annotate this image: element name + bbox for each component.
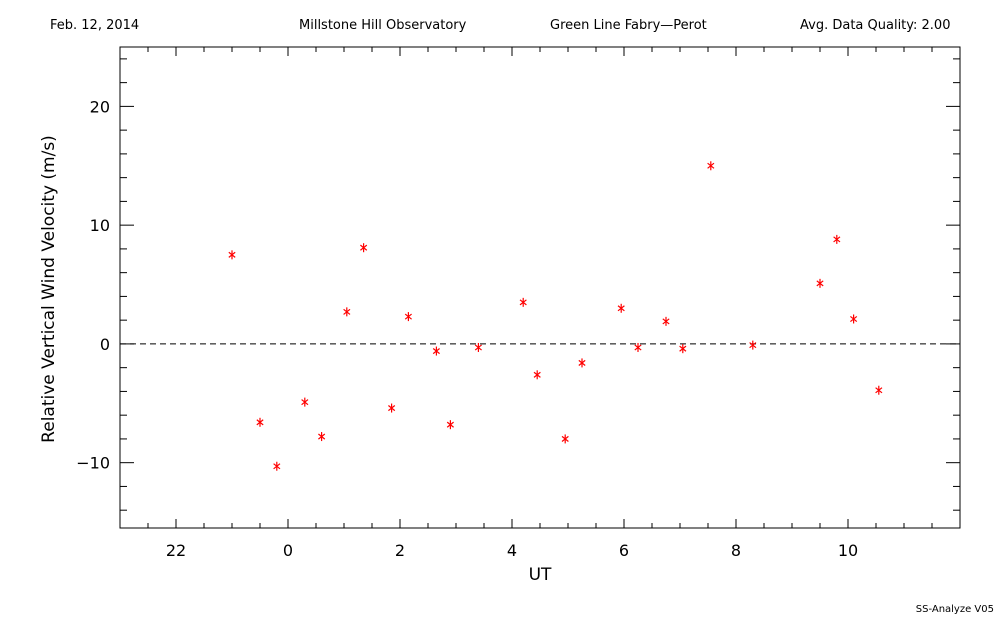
- asterisk-stroke: [816, 280, 824, 287]
- asterisk-stroke: [662, 318, 670, 325]
- data-point: [432, 346, 440, 356]
- data-point: [533, 370, 541, 380]
- data-point: [749, 340, 757, 350]
- asterisk-stroke: [446, 421, 454, 428]
- asterisk-stroke: [578, 359, 586, 366]
- y-tick-label: 20: [90, 97, 110, 116]
- asterisk-stroke: [634, 344, 642, 351]
- y-tick-label: 10: [90, 216, 110, 235]
- asterisk-stroke: [533, 371, 541, 378]
- data-point: [662, 316, 670, 326]
- data-point: [256, 417, 264, 427]
- asterisk-stroke: [360, 244, 368, 251]
- header-observatory: Millstone Hill Observatory: [299, 18, 467, 33]
- data-point: [318, 432, 326, 442]
- data-point: [816, 278, 824, 288]
- axes-layer: 22 0 2 4 6 8 10 −10 0 10 20: [76, 46, 961, 560]
- asterisk-stroke: [707, 162, 715, 169]
- data-point: [833, 234, 841, 244]
- asterisk-stroke: [875, 387, 883, 394]
- x-tick-label: 2: [395, 541, 405, 560]
- data-point: [360, 243, 368, 253]
- asterisk-stroke: [404, 313, 412, 320]
- data-point: [301, 397, 309, 407]
- asterisk-stroke: [679, 345, 687, 352]
- data-point: [343, 307, 351, 317]
- data-point: [707, 161, 715, 171]
- data-point: [850, 314, 858, 324]
- asterisk-stroke: [301, 399, 309, 406]
- header-instrument: Green Line Fabry—Perot: [550, 18, 707, 33]
- y-tick-label: −10: [76, 454, 110, 473]
- data-point: [617, 303, 625, 313]
- asterisk-stroke: [519, 299, 527, 306]
- asterisk-stroke: [228, 251, 236, 258]
- data-point: [228, 250, 236, 260]
- data-point: [519, 297, 527, 307]
- plot-frame: [119, 46, 961, 529]
- points-layer: [228, 161, 883, 471]
- software-version-label: SS-Analyze V05: [915, 604, 994, 615]
- asterisk-stroke: [256, 419, 264, 426]
- data-point: [446, 420, 454, 430]
- data-point: [875, 385, 883, 395]
- x-tick-label: 22: [166, 541, 186, 560]
- data-point: [404, 312, 412, 322]
- x-tick-label: 0: [283, 541, 293, 560]
- asterisk-stroke: [432, 348, 440, 355]
- x-tick-label: 6: [619, 541, 629, 560]
- x-tick-label: 8: [731, 541, 741, 560]
- header-data-quality: Avg. Data Quality: 2.00: [800, 18, 951, 33]
- asterisk-stroke: [343, 308, 351, 315]
- x-tick-label: 4: [507, 541, 517, 560]
- asterisk-stroke: [833, 236, 841, 243]
- asterisk-stroke: [561, 435, 569, 442]
- y-axis-label: Relative Vertical Wind Velocity (m/s): [39, 135, 59, 443]
- data-point: [634, 342, 642, 352]
- data-point: [474, 342, 482, 352]
- x-axis-label: UT: [529, 565, 552, 585]
- asterisk-stroke: [318, 433, 326, 440]
- asterisk-stroke: [474, 344, 482, 351]
- data-point: [388, 403, 396, 413]
- data-point: [561, 434, 569, 444]
- header-date: Feb. 12, 2014: [50, 18, 140, 33]
- asterisk-stroke: [850, 315, 858, 323]
- data-point: [578, 358, 586, 368]
- data-point: [273, 461, 281, 471]
- x-tick-label: 10: [838, 541, 858, 560]
- asterisk-stroke: [749, 342, 757, 349]
- y-tick-label: 0: [100, 335, 110, 354]
- asterisk-stroke: [388, 405, 396, 412]
- asterisk-stroke: [617, 305, 625, 312]
- asterisk-stroke: [273, 463, 281, 470]
- data-point: [679, 344, 687, 354]
